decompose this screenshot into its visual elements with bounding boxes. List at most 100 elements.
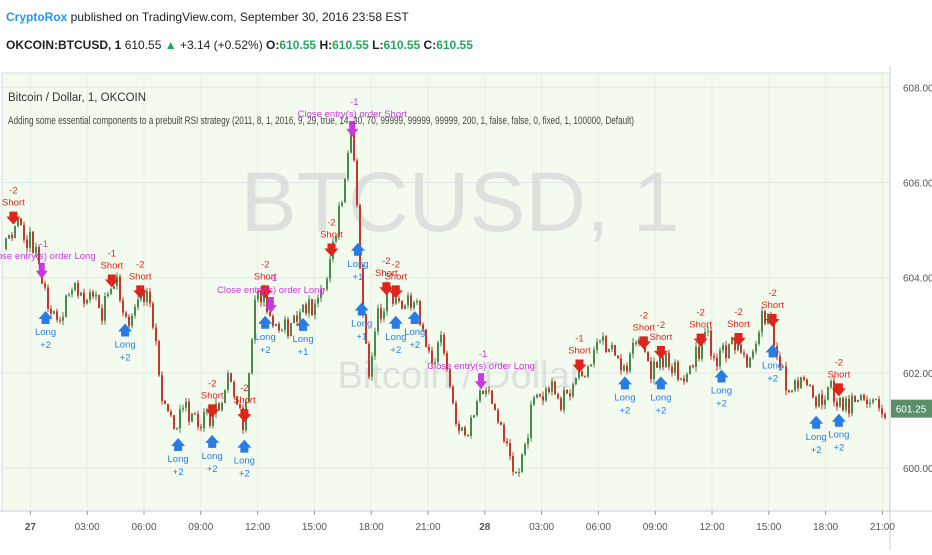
candle-body bbox=[449, 369, 451, 387]
candle-body bbox=[233, 381, 235, 397]
candle-body bbox=[461, 427, 463, 431]
candle-body bbox=[749, 357, 751, 368]
candle-body bbox=[56, 311, 58, 320]
candle-body bbox=[584, 376, 586, 378]
candle-body bbox=[869, 402, 871, 404]
short-label: Short bbox=[254, 271, 277, 282]
long-arrow-icon bbox=[118, 323, 133, 337]
candle-body bbox=[578, 371, 580, 379]
close-label: Close entry(s) order Long bbox=[427, 361, 535, 372]
candle-body bbox=[404, 305, 406, 309]
candle-body bbox=[185, 401, 187, 408]
candle-body bbox=[350, 128, 352, 153]
long-value: +2 bbox=[655, 405, 666, 416]
candle-body bbox=[818, 394, 820, 407]
close-arrow-icon bbox=[475, 373, 488, 390]
candle-body bbox=[14, 226, 16, 238]
long-label: Long bbox=[385, 332, 406, 343]
candle-body bbox=[425, 329, 427, 347]
x-tick-label: 28 bbox=[479, 522, 491, 533]
candle-body bbox=[266, 288, 268, 312]
candle-body bbox=[494, 403, 496, 410]
candle-body bbox=[713, 355, 715, 358]
candle-body bbox=[824, 399, 826, 405]
candle-body bbox=[863, 394, 865, 400]
long-label: Long bbox=[35, 327, 56, 338]
candle-body bbox=[629, 353, 631, 372]
long-value: +2 bbox=[173, 467, 184, 478]
short-value: -2 bbox=[657, 320, 665, 331]
candle-body bbox=[380, 308, 382, 319]
candle-body bbox=[560, 398, 562, 410]
candle-body bbox=[374, 331, 376, 357]
watermark-symbol: BTCUSD, 1 bbox=[241, 155, 680, 249]
short-value: -1 bbox=[575, 334, 583, 345]
candle-body bbox=[305, 304, 307, 314]
close-label: Close entry(s) order Long bbox=[217, 285, 325, 296]
candle-body bbox=[83, 292, 85, 304]
candle-body bbox=[809, 385, 811, 387]
chart-svg[interactable]: BTCUSD, 1 Bitcoin / Dollar Short-2Close … bbox=[0, 66, 932, 550]
candle-body bbox=[860, 394, 862, 400]
short-arrow-icon bbox=[6, 211, 21, 225]
author-link[interactable]: CryptoRox bbox=[6, 10, 68, 24]
close-arrow-icon bbox=[35, 262, 48, 279]
candle-body bbox=[275, 323, 277, 326]
candle-body bbox=[92, 291, 94, 297]
candle-body bbox=[200, 426, 202, 429]
short-label: Short bbox=[375, 268, 398, 279]
candle-body bbox=[872, 399, 874, 403]
symbol-label[interactable]: OKCOIN:BTCUSD, 1 bbox=[6, 38, 122, 52]
candle-body bbox=[203, 411, 205, 429]
short-value: -2 bbox=[835, 357, 843, 368]
long-arrow-icon bbox=[296, 317, 311, 331]
publish-line: CryptoRox published on TradingView.com, … bbox=[6, 10, 409, 24]
candle-body bbox=[773, 318, 775, 347]
candle-body bbox=[512, 456, 514, 472]
candle-body bbox=[104, 295, 106, 321]
candle-body bbox=[137, 299, 139, 308]
candle-body bbox=[428, 346, 430, 351]
long-value: +2 bbox=[260, 345, 271, 356]
candle-body bbox=[878, 399, 880, 409]
candle-body bbox=[299, 312, 301, 322]
candle-body bbox=[20, 218, 22, 226]
short-arrow-icon bbox=[237, 409, 252, 423]
candle-body bbox=[764, 311, 766, 324]
candle-body bbox=[410, 295, 412, 308]
candle-body bbox=[170, 411, 172, 416]
candle-body bbox=[230, 373, 232, 382]
long-arrow-icon bbox=[350, 242, 365, 256]
candle-body bbox=[344, 178, 346, 203]
candle-body bbox=[155, 327, 157, 342]
candle-body bbox=[308, 299, 310, 314]
long-value: +2 bbox=[767, 373, 778, 384]
candle-body bbox=[851, 395, 853, 414]
long-arrow-icon bbox=[653, 376, 668, 390]
candle-body bbox=[800, 377, 802, 389]
candle-body bbox=[239, 404, 241, 408]
candle-body bbox=[293, 315, 295, 323]
candle-body bbox=[113, 285, 115, 290]
candle-body bbox=[539, 394, 541, 397]
candle-body bbox=[755, 343, 757, 352]
x-tick-label: 12:00 bbox=[700, 522, 725, 533]
candle-body bbox=[848, 398, 850, 414]
candle-body bbox=[488, 390, 490, 392]
candle-body bbox=[752, 351, 754, 358]
candle-body bbox=[35, 247, 37, 253]
candle-body bbox=[317, 297, 319, 304]
candle-body bbox=[695, 346, 697, 367]
candle-body bbox=[62, 316, 64, 321]
candle-body bbox=[884, 414, 886, 418]
candle-body bbox=[191, 413, 193, 422]
candle-body bbox=[722, 345, 724, 351]
close-value: -1 bbox=[40, 239, 48, 250]
long-label: Long bbox=[115, 340, 136, 351]
candle-body bbox=[125, 312, 127, 317]
candle-body bbox=[794, 380, 796, 391]
candle-body bbox=[704, 331, 706, 341]
chart-area[interactable]: BTCUSD, 1 Bitcoin / Dollar Short-2Close … bbox=[0, 66, 932, 550]
short-label: Short bbox=[761, 300, 784, 311]
candle-body bbox=[431, 350, 433, 364]
